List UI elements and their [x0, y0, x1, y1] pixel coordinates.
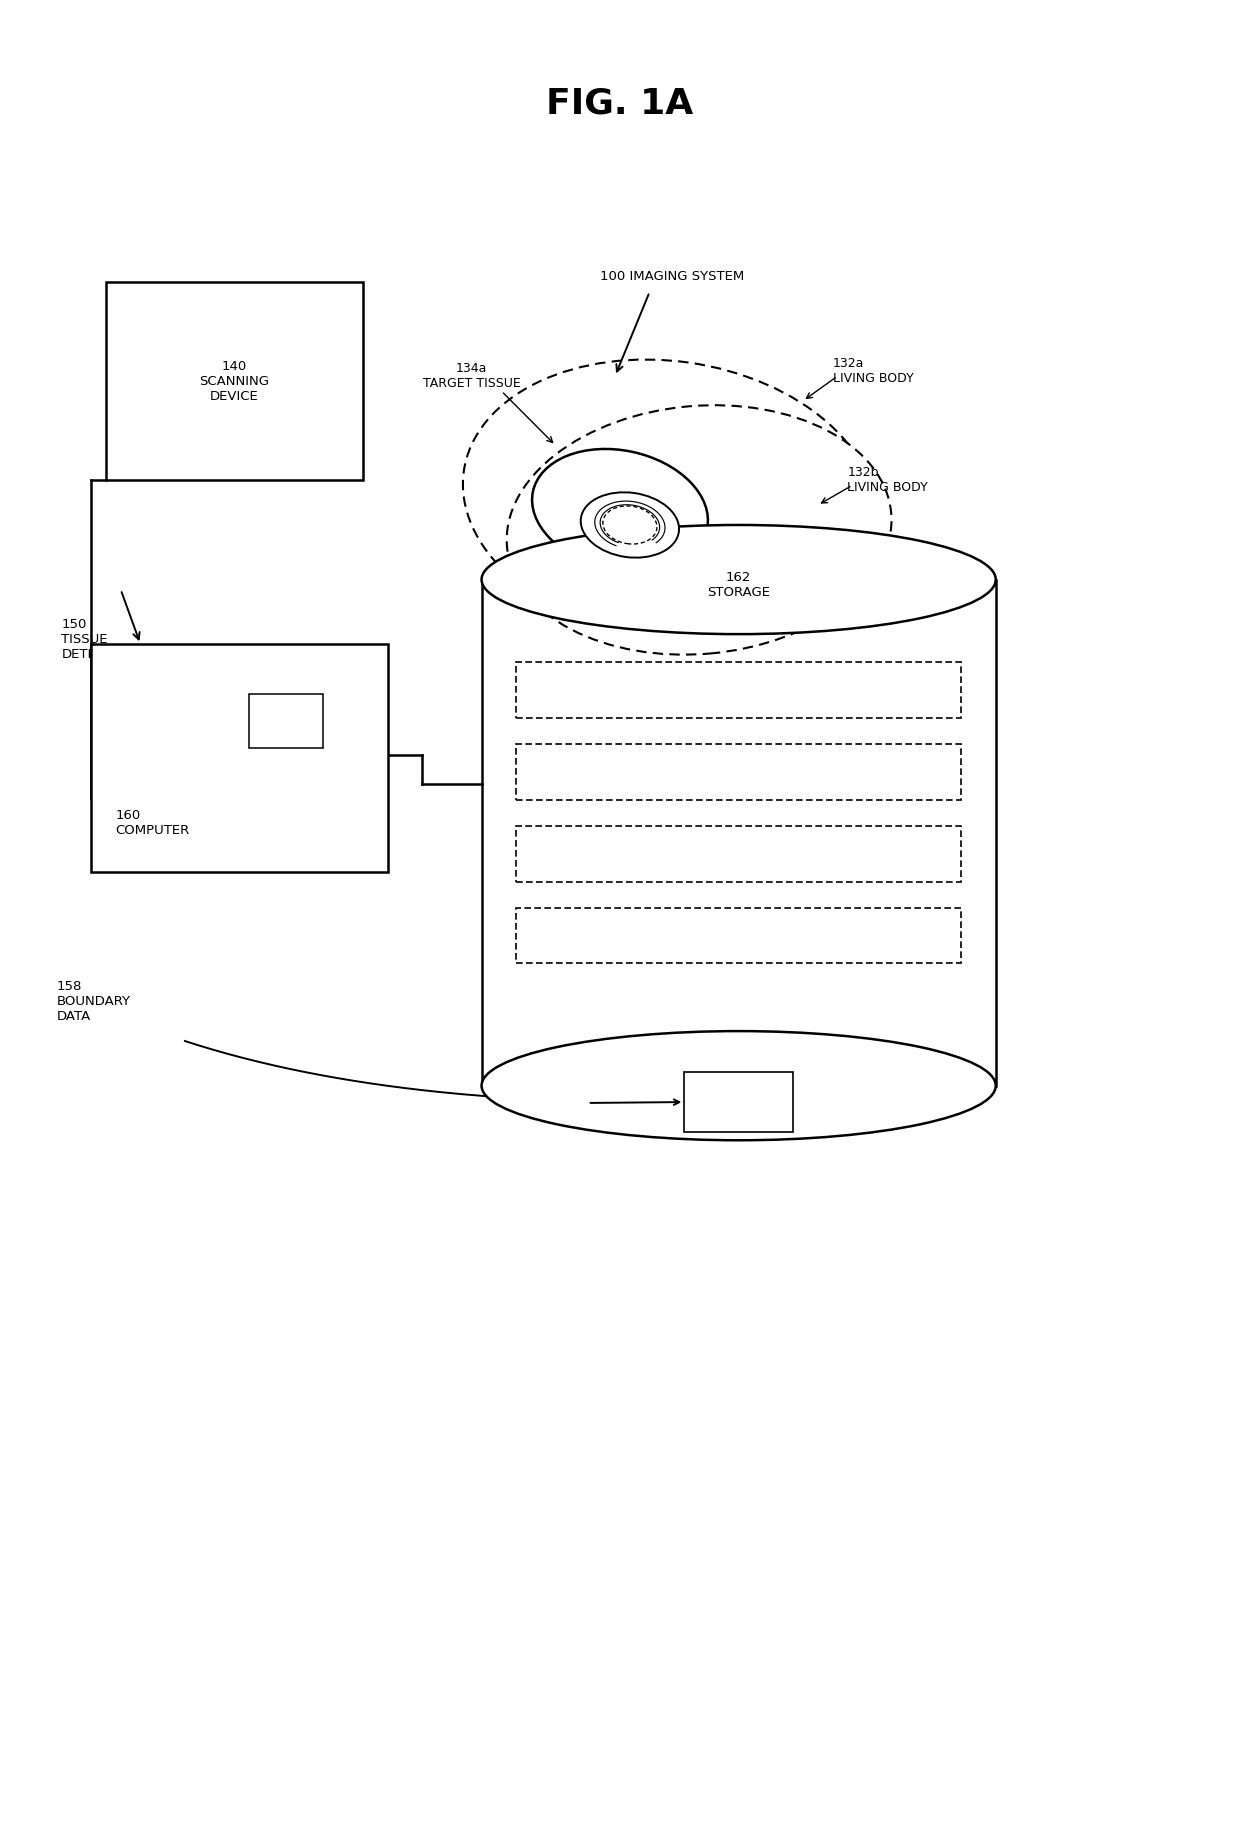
FancyBboxPatch shape: [105, 281, 363, 481]
Text: 180b SCAN DATA: 180b SCAN DATA: [686, 766, 792, 778]
Text: 158
BOUNDARY
DATA: 158 BOUNDARY DATA: [56, 979, 130, 1023]
Ellipse shape: [481, 1030, 996, 1140]
FancyBboxPatch shape: [516, 908, 961, 963]
FancyBboxPatch shape: [684, 1072, 794, 1133]
Text: 180a SCAN DATA: 180a SCAN DATA: [686, 683, 792, 696]
FancyBboxPatch shape: [516, 826, 961, 882]
Text: 190b SCAN DATA: 190b SCAN DATA: [686, 930, 792, 943]
Text: 160
COMPUTER: 160 COMPUTER: [115, 809, 190, 837]
Text: 134b
TARGET TISSUE: 134b TARGET TISSUE: [769, 585, 867, 614]
FancyBboxPatch shape: [249, 694, 324, 749]
Text: 132a
LIVING BODY: 132a LIVING BODY: [832, 356, 914, 385]
FancyBboxPatch shape: [516, 744, 961, 800]
Text: FIG. 1A: FIG. 1A: [547, 86, 693, 121]
Text: 140
SCANNING
DEVICE: 140 SCANNING DEVICE: [200, 360, 269, 402]
Ellipse shape: [532, 449, 708, 572]
Text: 100 IMAGING SYSTEM: 100 IMAGING SYSTEM: [600, 270, 744, 283]
Ellipse shape: [603, 506, 657, 544]
Ellipse shape: [463, 360, 875, 641]
Ellipse shape: [481, 524, 996, 634]
Text: 134a
TARGET TISSUE: 134a TARGET TISSUE: [423, 362, 521, 391]
Ellipse shape: [507, 406, 892, 654]
Text: 162
STORAGE: 162 STORAGE: [707, 570, 770, 599]
Text: 132b
LIVING BODY: 132b LIVING BODY: [847, 466, 929, 495]
FancyBboxPatch shape: [91, 645, 388, 871]
Text: 190a SCAN DATA: 190a SCAN DATA: [686, 848, 792, 861]
FancyBboxPatch shape: [516, 661, 961, 718]
Ellipse shape: [580, 491, 680, 557]
Text: 150
TISSUE
DETECTION: 150 TISSUE DETECTION: [61, 618, 138, 661]
